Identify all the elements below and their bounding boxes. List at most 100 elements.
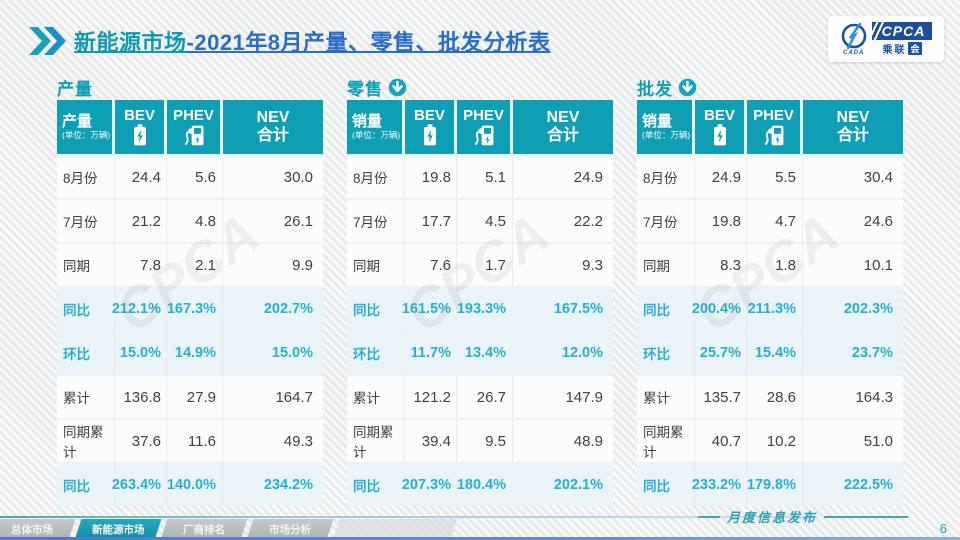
row-label-cell: 环比 [57, 332, 115, 374]
bev-value-cell: 121.2 [405, 376, 457, 418]
nev-value-cell: 147.9 [565, 388, 603, 406]
page-title: 新能源市场-2021年8月产量、零售、批发分析表 [74, 25, 551, 57]
bev-value-cell: 37.6 [115, 420, 167, 462]
charging-station-icon [184, 125, 203, 146]
row-label-cell: 同比 [57, 288, 115, 330]
bev-column-header: BEV [695, 100, 747, 154]
table-row: 7月份 19.8 4.7 24.6 [637, 198, 903, 242]
corner-label: 产量 [62, 113, 93, 130]
phev-value-cell: 167.3% [167, 288, 223, 330]
cpca-label: CPCA [871, 22, 933, 40]
section-title: 零售 [347, 76, 613, 99]
down-arrow-icon [388, 78, 407, 96]
battery-icon [133, 124, 146, 146]
data-table: 销量 (单位：万辆) BEV PHEV [347, 100, 613, 506]
phev-value-cell: 28.6 [747, 376, 803, 418]
bev-value-cell: 233.2% [692, 464, 747, 506]
table-row: 同期 8.3 1.8 10.1 [637, 242, 903, 286]
table-row: 环比 25.7% 15.4% 23.7% [637, 330, 903, 374]
tables-container: 产量 产量 (单位：万辆) BEV [57, 76, 903, 506]
phev-value-cell: 10.2 [747, 420, 803, 462]
bev-value-cell: 212.1% [112, 288, 167, 330]
table-body: 8月份 24.9 5.5 30.4 7月份 19.8 4.7 24.6 同期 8… [637, 154, 903, 506]
charging-station-icon [474, 125, 493, 146]
phev-value-cell: 140.0% [167, 464, 223, 506]
row-label-cell: 环比 [347, 332, 405, 374]
footer-divider [0, 516, 818, 518]
phev-value-cell: 4.5 [457, 200, 513, 242]
cpca-emblem-icon [841, 22, 866, 50]
nev-value-cell: 234.2% [263, 477, 313, 493]
row-label-cell: 同比 [637, 288, 695, 330]
phev-value-cell: 5.5 [747, 156, 803, 198]
table-row: 同比 207.3% 180.4% 202.1% [347, 462, 613, 506]
title-bar: 新能源市场-2021年8月产量、零售、批发分析表 [28, 20, 830, 62]
double-chevron-icon [29, 27, 66, 55]
row-label-cell: 7月份 [57, 200, 115, 242]
row-label-cell: 累计 [347, 376, 405, 418]
phev-column-header: PHEV [457, 100, 513, 154]
bev-value-cell: 8.3 [695, 244, 747, 286]
nev-value-cell: 222.5% [843, 477, 893, 493]
table-row: 同期 7.6 1.7 9.3 [347, 242, 613, 286]
table-row: 7月份 17.7 4.5 22.2 [347, 198, 613, 242]
phev-value-cell: 14.9% [167, 332, 223, 374]
cada-label: CADA [842, 50, 865, 56]
page-title-primary: 新能源市场 [74, 30, 187, 55]
phev-value-cell: 9.5 [457, 420, 513, 462]
pub-dash-left [697, 515, 720, 518]
section-title-label: 产量 [57, 79, 93, 99]
corner-label: 销量 [352, 113, 383, 130]
phev-value-cell: 179.8% [747, 464, 803, 506]
table-row: 累计 135.7 28.6 164.3 [637, 374, 903, 418]
row-label-cell: 8月份 [347, 156, 405, 198]
row-label-cell: 同期累计 [57, 420, 115, 462]
table-row: 8月份 24.4 5.6 30.0 [57, 154, 323, 198]
data-table: 产量 (单位：万辆) BEV PHEV [57, 100, 323, 506]
phev-column-header: PHEV [747, 100, 803, 154]
phev-value-cell: 26.7 [457, 376, 513, 418]
nev-value-cell: 48.9 [573, 432, 603, 450]
table-corner-header: 销量 (单位：万辆) [347, 100, 405, 154]
pub-text: 月度信息发布 [726, 511, 817, 526]
table-row: 同比 200.4% 211.3% 202.3% [637, 286, 903, 330]
battery-icon [713, 124, 726, 146]
nev-value-cell: 202.7% [263, 301, 313, 317]
nev-value-cell: 26.1 [283, 212, 313, 230]
bev-column-header: BEV [115, 100, 167, 154]
phev-value-cell: 1.7 [457, 244, 513, 286]
bev-value-cell: 40.7 [695, 420, 747, 462]
row-label-cell: 同期 [57, 244, 115, 286]
bev-value-cell: 11.7% [405, 332, 457, 374]
nev-value-cell: 24.9 [573, 168, 603, 186]
table-row: 同比 263.4% 140.0% 234.2% [57, 462, 323, 506]
table-section-retail: 零售 销量 (单位：万辆) BEV [347, 76, 613, 506]
phev-value-cell: 5.6 [167, 156, 223, 198]
bev-value-cell: 136.8 [115, 376, 167, 418]
table-row: 7月份 21.2 4.8 26.1 [57, 198, 323, 242]
table-section-wholesale: 批发 销量 (单位：万辆) BEV [637, 76, 903, 506]
phev-value-cell: 1.8 [747, 244, 803, 286]
phev-value-cell: 13.4% [457, 332, 513, 374]
phev-value-cell: 4.8 [167, 200, 223, 242]
nev-column-header: NEV 合计 [803, 100, 903, 154]
cpca-wordmark: CPCA 乘联 会 [871, 22, 933, 56]
table-row: 环比 11.7% 13.4% 12.0% [347, 330, 613, 374]
table-row: 同期累计 39.4 9.5 48.9 [347, 418, 613, 462]
table-body: 8月份 24.4 5.6 30.0 7月份 21.2 4.8 26.1 同期 7… [57, 154, 323, 506]
row-label-cell: 同期累计 [347, 420, 405, 462]
section-title-label: 零售 [347, 79, 383, 99]
nev-column-header: NEV 合计 [513, 100, 613, 154]
bev-value-cell: 200.4% [692, 288, 747, 330]
table-corner-header: 产量 (单位：万辆) [57, 100, 115, 154]
corner-unit-label: (单位：万辆) [352, 130, 401, 140]
corner-unit-label: (单位：万辆) [642, 130, 691, 140]
nev-value-cell: 9.9 [292, 256, 313, 274]
row-label-cell: 同期 [637, 244, 695, 286]
nev-value-cell: 202.3% [843, 301, 893, 317]
phev-value-cell: 5.1 [457, 156, 513, 198]
phev-value-cell: 11.6 [167, 420, 223, 462]
table-section-production: 产量 产量 (单位：万辆) BEV [57, 76, 323, 506]
down-arrow-icon [678, 78, 697, 96]
